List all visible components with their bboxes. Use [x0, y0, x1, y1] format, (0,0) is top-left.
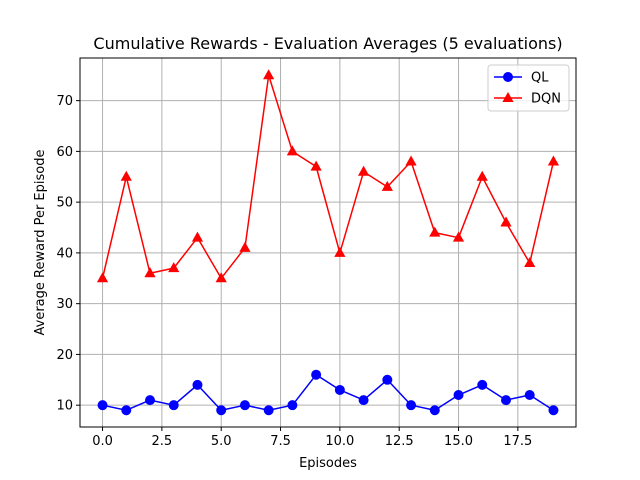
data-point-dqn	[263, 69, 275, 80]
data-point-ql	[263, 405, 274, 416]
data-point-ql	[382, 374, 393, 385]
data-point-dqn	[452, 231, 465, 242]
x-tick-label: 12.5	[385, 434, 414, 449]
data-point-dqn	[405, 155, 417, 166]
data-point-ql	[429, 405, 440, 416]
plot-frame	[79, 57, 577, 428]
data-point-dqn	[120, 170, 132, 181]
x-tick-label: 0.0	[92, 434, 113, 449]
data-point-dqn	[286, 145, 299, 156]
x-tick-label: 2.5	[152, 434, 173, 449]
series-layer	[96, 69, 560, 416]
y-axis-label: Average Reward Per Episode	[33, 150, 48, 336]
x-tick-label: 17.5	[503, 434, 532, 449]
legend: QL DQN	[487, 64, 570, 112]
x-axis-label: Episodes	[299, 456, 357, 471]
x-tick-label: 7.5	[270, 434, 291, 449]
y-tick-label: 10	[56, 399, 73, 414]
x-tick-label: 15.0	[444, 434, 473, 449]
data-point-ql	[477, 379, 488, 390]
x-tick-label: 5.0	[211, 434, 232, 449]
data-point-ql	[168, 400, 179, 411]
legend-swatch-marker	[502, 91, 514, 102]
series-ql	[97, 369, 559, 416]
series-line-dqn	[101, 74, 555, 280]
data-point-ql	[311, 369, 322, 380]
data-point-dqn	[429, 226, 441, 237]
data-point-ql	[406, 400, 417, 411]
data-point-dqn	[310, 160, 322, 171]
data-point-dqn	[476, 170, 488, 181]
data-point-ql	[500, 395, 511, 406]
data-point-ql	[334, 384, 345, 395]
y-tick-label: 70	[56, 94, 73, 109]
data-point-dqn	[334, 246, 346, 257]
legend-entry-ql: QL	[494, 71, 549, 86]
data-point-dqn	[168, 262, 180, 273]
data-point-dqn	[215, 272, 227, 283]
legend-label: DQN	[531, 92, 561, 107]
data-point-dqn	[191, 231, 204, 242]
data-point-dqn	[96, 272, 109, 283]
y-tick-label: 50	[56, 196, 73, 211]
data-point-dqn	[239, 241, 251, 252]
data-point-ql	[524, 390, 535, 401]
x-axis-ticks: 0.0 2.5 5.0 7.5 10.0 12.5 15.0 17.5	[92, 427, 532, 449]
data-point-dqn	[547, 155, 560, 166]
legend-label: QL	[531, 71, 549, 86]
data-point-ql	[121, 405, 132, 416]
data-point-ql	[97, 400, 108, 411]
y-axis-ticks: 10 20 30 40 50 60 70	[56, 94, 80, 414]
data-point-ql	[548, 405, 559, 416]
legend-entry-dqn: DQN	[494, 92, 561, 107]
y-tick-label: 20	[56, 348, 73, 363]
legend-swatch-marker	[503, 72, 513, 82]
data-point-dqn	[500, 216, 512, 227]
data-point-dqn	[524, 257, 536, 268]
data-point-ql	[145, 395, 156, 406]
data-point-ql	[453, 390, 464, 401]
data-point-ql	[287, 400, 298, 411]
y-tick-label: 60	[56, 145, 73, 160]
data-point-dqn	[357, 165, 370, 176]
y-tick-label: 40	[56, 246, 73, 261]
y-tick-label: 30	[56, 297, 73, 312]
data-point-ql	[216, 405, 227, 416]
data-point-ql	[358, 395, 369, 406]
data-point-dqn	[381, 180, 393, 191]
chart-title: Cumulative Rewards - Evaluation Averages…	[93, 34, 562, 53]
grid-lines	[80, 58, 576, 427]
x-tick-label: 10.0	[325, 434, 354, 449]
legend-entries: QL DQN	[494, 71, 561, 107]
data-point-ql	[192, 379, 203, 390]
series-dqn	[96, 69, 560, 283]
data-point-ql	[239, 400, 250, 411]
data-point-dqn	[144, 267, 156, 278]
